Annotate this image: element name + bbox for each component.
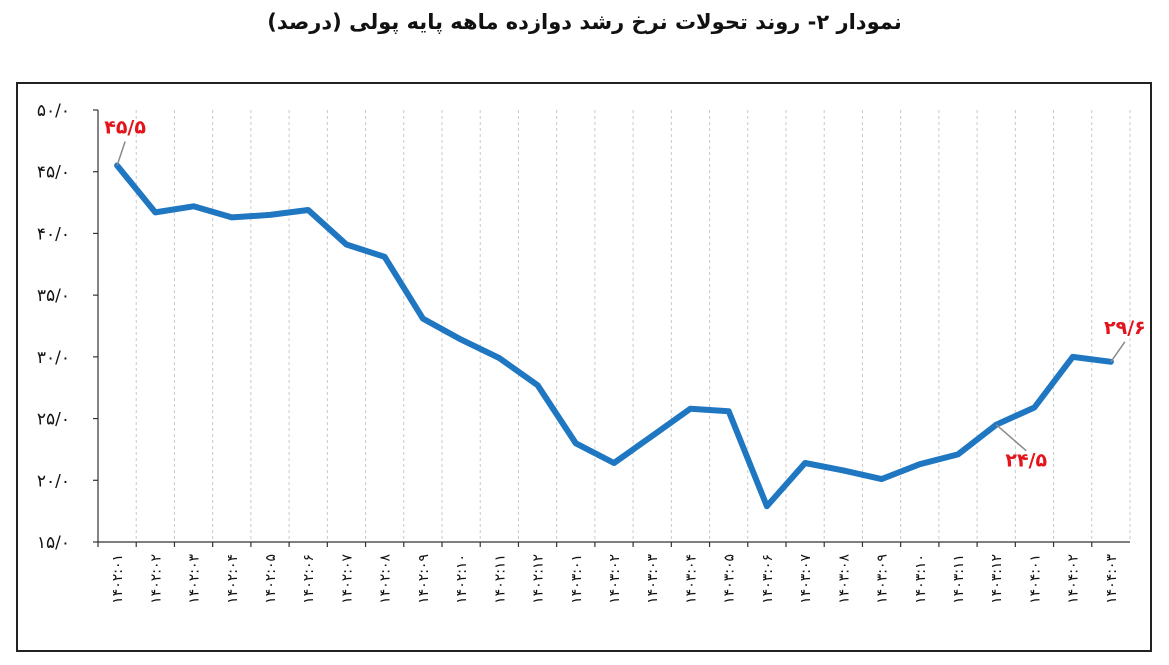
x-tick-label: ۱۴۰۳:۰۳ (645, 554, 661, 604)
x-tick-label: ۱۴۰۲:۰۲ (148, 554, 164, 604)
data-label: ۲۹/۶ (1104, 317, 1146, 339)
x-tick-label: ۱۴۰۲:۰۵ (263, 554, 279, 604)
x-tick-label: ۱۴۰۳:۰۷ (798, 554, 814, 604)
x-tick-label: ۱۴۰۳:۰۴ (683, 554, 699, 604)
y-tick-label: ۴۰/۰ (37, 224, 70, 244)
y-tick-label: ۲۵/۰ (37, 410, 70, 430)
y-tick-label: ۱۵/۰ (37, 533, 70, 553)
x-tick-label: ۱۴۰۲:۰۶ (301, 554, 317, 604)
x-tick-label: ۱۴۰۴:۰۱ (1027, 554, 1043, 604)
y-tick-label: ۵۰/۰ (37, 101, 70, 121)
y-tick-label: ۳۵/۰ (37, 286, 70, 306)
y-tick-label: ۴۵/۰ (37, 163, 70, 183)
data-label-leader (995, 424, 1027, 452)
series-line (114, 162, 1114, 510)
chart-frame (16, 82, 1152, 652)
x-tick-label: ۱۴۰۲:۰۷ (339, 554, 355, 604)
x-tick-label: ۱۴۰۲:۰۸ (378, 554, 394, 604)
data-label-leader (116, 141, 126, 166)
chart-title: نمودار ۲- روند تحولات نرخ رشد دوازده ماه… (267, 10, 902, 34)
x-tick-label: ۱۴۰۳:۰۵ (722, 554, 738, 604)
x-tick-label: ۱۴۰۳:۰۶ (760, 554, 776, 604)
x-tick-label: ۱۴۰۲:۱۰ (454, 554, 470, 604)
data-label-leader (1110, 341, 1126, 363)
data-label: ۴۵/۵ (104, 117, 146, 139)
x-tick-label: ۱۴۰۲:۰۹ (416, 554, 432, 604)
x-tick-label: ۱۴۰۳:۰۱ (569, 554, 585, 604)
y-tick-label: ۳۰/۰ (37, 348, 70, 368)
y-tick-label: ۲۰/۰ (37, 471, 70, 491)
x-tick-label: ۱۴۰۲:۰۱ (110, 554, 126, 604)
x-tick-label: ۱۴۰۲:۰۳ (187, 554, 203, 604)
data-label: ۲۴/۵ (1005, 450, 1047, 472)
x-tick-label: ۱۴۰۳:۱۰ (913, 554, 929, 604)
x-tick-label: ۱۴۰۳:۱۲ (989, 554, 1005, 604)
x-tick-label: ۱۴۰۴:۰۳ (1104, 554, 1120, 604)
x-tick-label: ۱۴۰۳:۰۹ (875, 554, 891, 604)
x-tick-label: ۱۴۰۲:۰۴ (225, 554, 241, 604)
x-tick-label: ۱۴۰۴:۰۲ (1066, 554, 1082, 604)
x-tick-label: ۱۴۰۳:۰۲ (607, 554, 623, 604)
x-tick-label: ۱۴۰۲:۱۲ (531, 554, 547, 604)
x-tick-label: ۱۴۰۲:۱۱ (492, 554, 508, 604)
x-tick-label: ۱۴۰۳:۰۸ (836, 554, 852, 604)
x-tick-label: ۱۴۰۳:۱۱ (951, 554, 967, 604)
